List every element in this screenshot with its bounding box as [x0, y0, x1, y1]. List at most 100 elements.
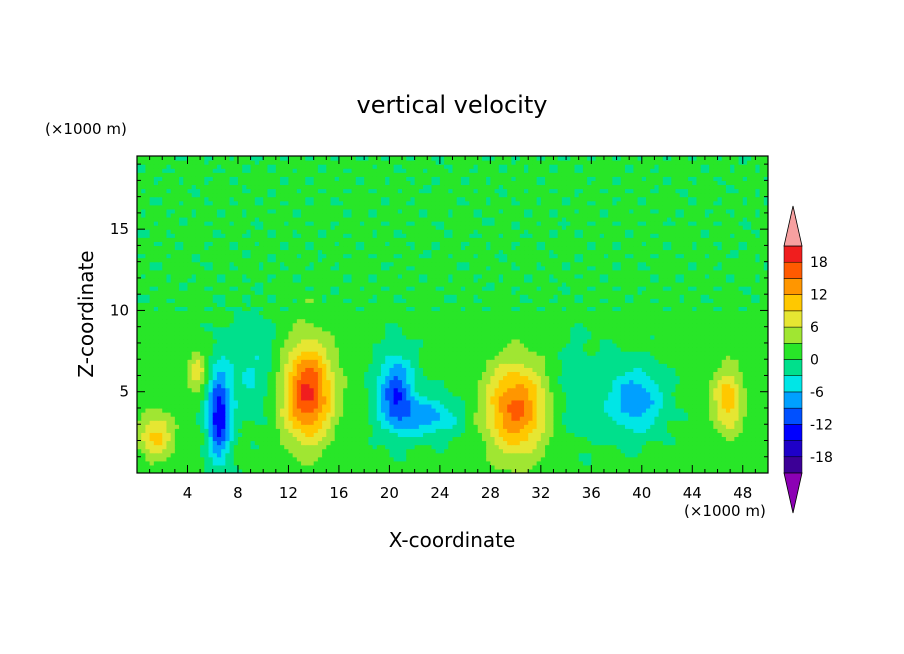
heatmap-cell	[191, 460, 197, 466]
heatmap-cell	[359, 464, 365, 470]
heatmap-cell	[301, 416, 306, 421]
heatmap-cell	[587, 391, 592, 397]
heatmap-cell	[721, 399, 727, 405]
heatmap-cell	[742, 432, 748, 438]
heatmap-cell	[490, 432, 496, 438]
heatmap-cell	[216, 375, 222, 381]
heatmap-cell	[275, 395, 281, 401]
heatmap-cell	[267, 444, 273, 450]
heatmap-cell	[671, 424, 677, 429]
heatmap-cell	[633, 359, 639, 364]
heatmap-cell	[477, 347, 483, 352]
heatmap-cell	[334, 395, 340, 401]
heatmap-cell	[730, 363, 735, 368]
heatmap-cell	[368, 412, 374, 417]
heatmap-cell	[734, 436, 740, 442]
heatmap-cell	[448, 440, 454, 446]
heatmap-cell	[587, 367, 592, 372]
heatmap-cell	[637, 432, 643, 438]
heatmap-cell	[389, 432, 395, 438]
heatmap-cell	[368, 379, 374, 385]
heatmap-cell	[439, 444, 445, 450]
heatmap-cell	[692, 351, 698, 356]
heatmap-cell	[380, 379, 386, 385]
heatmap-cell	[376, 428, 382, 433]
heatmap-cell	[654, 399, 660, 405]
heatmap-cell	[603, 440, 609, 446]
heatmap-cell	[763, 399, 768, 405]
heatmap-cell	[372, 440, 378, 446]
heatmap-cell	[545, 464, 550, 470]
heatmap-cell	[225, 363, 231, 368]
heatmap-cell	[709, 359, 714, 364]
heatmap-cell	[746, 456, 752, 462]
heatmap-cell	[574, 399, 580, 405]
heatmap-cell	[696, 464, 702, 470]
heatmap-cell	[574, 387, 580, 393]
heatmap-cell	[578, 383, 584, 389]
heatmap-cell	[742, 379, 748, 385]
heatmap-cell	[305, 347, 311, 352]
heatmap-cell	[355, 420, 361, 425]
heatmap-cell	[524, 428, 529, 433]
heatmap-cell	[587, 432, 592, 438]
heatmap-cell	[343, 448, 348, 454]
heatmap-cell	[414, 464, 420, 470]
heatmap-cell	[730, 420, 735, 425]
heatmap-cell	[284, 399, 290, 405]
heatmap-cell	[667, 407, 672, 413]
heatmap-cell	[145, 391, 151, 397]
heatmap-cell	[427, 448, 433, 454]
heatmap-cell	[591, 338, 597, 344]
heatmap-cell	[216, 391, 222, 397]
heatmap-cell	[174, 456, 180, 462]
heatmap-cell	[709, 420, 714, 425]
heatmap-cell	[738, 416, 744, 421]
heatmap-cell	[402, 464, 407, 470]
heatmap-cell	[191, 436, 197, 442]
heatmap-cell	[448, 412, 454, 417]
heatmap-cell	[402, 412, 407, 417]
heatmap-cell	[494, 399, 500, 405]
heatmap-cell	[406, 387, 412, 393]
heatmap-cell	[603, 407, 609, 413]
heatmap-cell	[688, 363, 693, 368]
heatmap-cell	[406, 420, 412, 425]
heatmap-cell	[376, 436, 382, 442]
heatmap-cell	[246, 399, 252, 405]
heatmap-cell	[540, 395, 546, 401]
heatmap-cell	[612, 428, 618, 433]
heatmap-cell	[183, 428, 189, 433]
heatmap-cell	[393, 420, 399, 425]
heatmap-cell	[473, 379, 479, 385]
heatmap-cell	[216, 436, 222, 442]
heatmap-cell	[280, 468, 285, 473]
heatmap-cell	[246, 347, 252, 352]
heatmap-cell	[280, 359, 285, 364]
heatmap-cell	[540, 379, 546, 385]
heatmap-cell	[502, 436, 508, 442]
heatmap-cell	[427, 367, 433, 372]
heatmap-cell	[511, 440, 517, 446]
heatmap-cell	[532, 452, 538, 458]
heatmap-cell	[427, 347, 433, 352]
heatmap-cell	[246, 338, 252, 344]
heatmap-cell	[338, 468, 344, 473]
heatmap-cell	[301, 351, 306, 356]
heatmap-cell	[166, 347, 172, 352]
heatmap-cell	[359, 448, 365, 454]
heatmap-cell	[410, 444, 416, 450]
heatmap-cell	[637, 460, 643, 466]
heatmap-cell	[141, 448, 147, 454]
heatmap-cell	[755, 347, 761, 352]
heatmap-cell	[153, 428, 159, 433]
heatmap-cell	[704, 416, 710, 421]
heatmap-cell	[742, 359, 748, 364]
heatmap-cell	[595, 464, 601, 470]
heatmap-cell	[284, 432, 290, 438]
heatmap-cell	[524, 412, 529, 417]
heatmap-cell	[662, 407, 668, 413]
heatmap-cell	[200, 407, 205, 413]
heatmap-cell	[372, 379, 378, 385]
heatmap-cell	[183, 383, 189, 389]
